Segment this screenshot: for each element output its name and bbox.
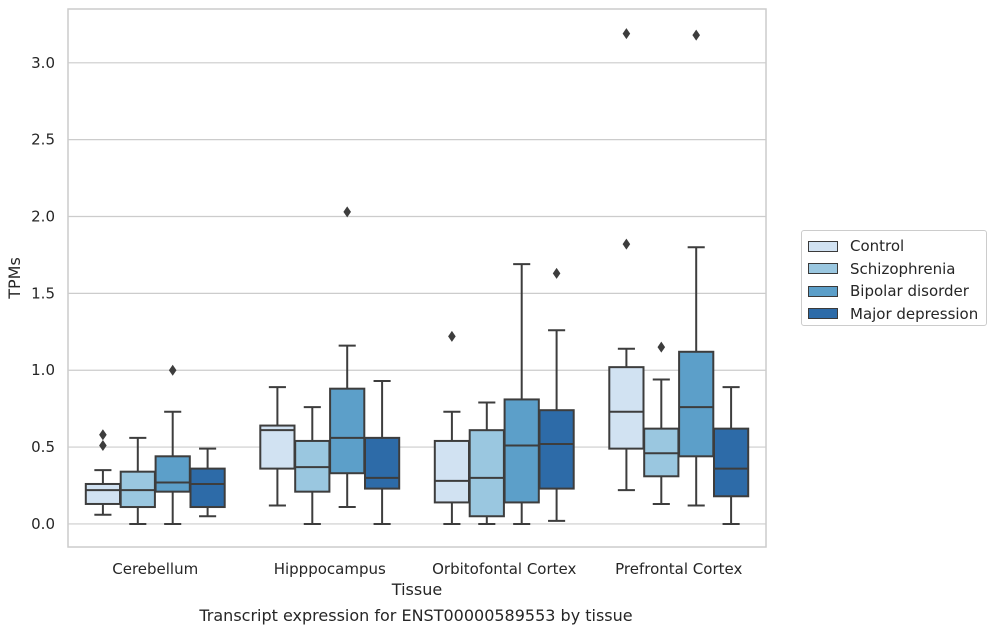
chart-caption: Transcript expression for ENST0000058955…	[199, 606, 633, 625]
outlier-point	[99, 440, 107, 452]
y-tick-label: 0.0	[31, 515, 55, 533]
box-iqr	[712, 427, 750, 498]
y-tick-labels: 0.0 0.5 1.0 1.5 2.0 2.5 3.0	[31, 54, 55, 533]
box-major-depression	[189, 447, 226, 518]
legend-item: Control	[808, 235, 986, 258]
legend-label: Bipolar disorder	[850, 282, 969, 301]
box-schizophrenia	[643, 341, 680, 505]
plot-frame	[67, 8, 767, 548]
x-tick-labels: Cerebellum Hipppocampus Orbitofontal Corte…	[112, 560, 742, 578]
outlier-point	[552, 267, 561, 279]
legend-swatch	[808, 308, 838, 320]
y-tick-label: 2.0	[31, 208, 55, 226]
y-tick-label: 0.5	[31, 438, 55, 456]
box-iqr	[259, 424, 296, 470]
x-tick-label: Prefrontal Cortex	[615, 560, 742, 578]
legend-item: Schizophrenia	[808, 258, 986, 281]
box-control	[259, 386, 296, 507]
legend-item: Bipolar disorder	[808, 280, 986, 303]
outlier-point	[168, 364, 177, 376]
legend-label: Schizophrenia	[850, 259, 956, 278]
y-tick-label: 2.5	[31, 131, 55, 149]
legend: Control Schizophrenia Bipolar disorder Majo…	[801, 230, 987, 326]
legend-label: Control	[850, 237, 905, 256]
x-tick-label: Hipppocampus	[274, 560, 386, 578]
box-control	[608, 28, 645, 492]
box-control	[84, 429, 122, 516]
box-bipolar-disorder	[503, 263, 540, 525]
outlier-point	[622, 28, 631, 40]
gridlines	[68, 62, 766, 525]
box-bipolar-disorder	[329, 206, 366, 509]
box-major-depression	[538, 267, 575, 522]
box-iqr	[468, 429, 505, 518]
outlier-point	[99, 429, 107, 441]
y-tick-label: 3.0	[31, 54, 55, 72]
box-iqr	[189, 467, 226, 509]
box-iqr	[329, 387, 366, 475]
y-tick-label: 1.5	[31, 284, 55, 302]
outlier-point	[622, 238, 631, 250]
outlier-point	[448, 330, 456, 342]
legend-label: Major depression	[850, 304, 979, 323]
x-tick-label: Orbitofontal Cortex	[432, 560, 576, 578]
y-axis-label: TPMs	[5, 257, 24, 300]
box-schizophrenia	[468, 401, 505, 525]
legend-swatch	[808, 240, 838, 252]
box-major-depression	[363, 379, 401, 525]
box-iqr	[503, 398, 540, 504]
x-tick-label: Cerebellum	[112, 560, 198, 578]
y-tick-label: 1.0	[31, 361, 55, 379]
box-iqr	[433, 439, 471, 504]
legend-item: Major depression	[808, 303, 986, 326]
box-iqr	[608, 366, 645, 450]
box-control	[433, 330, 471, 525]
box-iqr	[154, 455, 191, 493]
x-axis-label: Tissue	[391, 580, 442, 599]
box-bipolar-disorder	[154, 364, 191, 525]
box-iqr	[538, 409, 575, 490]
outlier-point	[343, 206, 351, 218]
box-major-depression	[712, 386, 750, 525]
box-iqr	[84, 482, 122, 505]
legend-swatch	[808, 285, 838, 297]
box-schizophrenia	[119, 436, 156, 525]
box-iqr	[363, 436, 401, 490]
outlier-point	[692, 29, 700, 41]
box-schizophrenia	[294, 406, 331, 525]
outlier-point	[657, 341, 666, 353]
box-iqr	[678, 350, 715, 458]
box-bipolar-disorder	[678, 29, 715, 507]
legend-swatch	[808, 263, 838, 275]
boxes-layer	[84, 28, 750, 525]
